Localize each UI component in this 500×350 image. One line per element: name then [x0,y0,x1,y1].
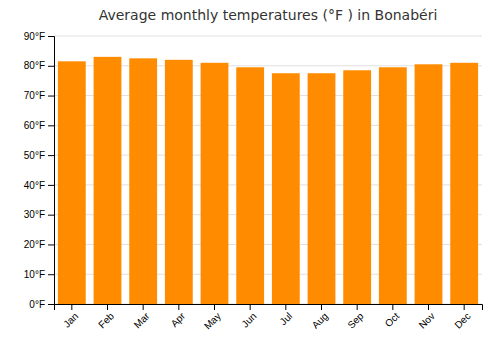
tick-mark [48,96,54,97]
y-axis: 0°F 10°F 20°F 30°F 40°F 50°F 60°F 70°F 80°F 90°F [24,31,55,310]
tick-mark [48,185,54,186]
tick: Mar [132,304,152,330]
tick: Oct [383,304,402,329]
tick-mark [71,304,72,310]
tick: Apr [169,304,188,329]
axis-line [55,305,483,311]
bar [415,64,443,304]
tick: 10°F [24,269,54,280]
tick-mark [321,304,322,310]
tick-mark [48,274,54,275]
axis-line [48,37,55,305]
tick-mark [48,125,54,126]
tick: 90°F [24,31,54,42]
tick: 20°F [24,239,54,250]
tick: Nov [417,304,437,331]
tick-label: Dec [452,310,472,330]
tick-mark [357,304,358,310]
tick-label: May [202,310,223,331]
bar [165,60,193,304]
tick-mark [285,304,286,310]
bars [58,57,478,304]
tick-label: Apr [169,310,188,329]
tick: Jun [239,304,258,330]
grid [54,36,482,304]
bar [272,73,300,304]
tick-mark [250,304,251,310]
tick-mark [48,304,54,305]
tick-mark [392,304,393,310]
tick-mark [48,244,54,245]
tick: Aug [310,304,330,331]
bar [201,63,229,304]
bar [379,67,407,304]
tick-mark [107,304,108,310]
chart: 0°F 10°F 20°F 30°F 40°F 50°F 60°F 70°F 80°F 90°F J… [0,0,500,350]
tick: Feb [96,304,116,330]
tick-label: 10°F [24,269,45,280]
bar [58,61,86,304]
tick-label: Sep [345,310,366,331]
tick: 80°F [24,60,54,71]
tick-label: 60°F [24,120,45,131]
tick: Jan [61,304,80,330]
tick-label: Oct [383,310,402,329]
tick: Dec [452,304,472,331]
plot: 0°F 10°F 20°F 30°F 40°F 50°F 60°F 70°F 80°F 90°F J… [24,31,483,332]
title: Average monthly temperatures (°F ) in Bo… [99,7,438,23]
bar [129,58,157,304]
tick: 50°F [24,150,54,161]
bar [236,67,264,304]
tick-mark [428,304,429,310]
tick-mark [48,36,54,37]
tick-label: 0°F [29,299,45,310]
tick-label: 30°F [24,209,45,220]
grid-line [54,36,482,37]
tick-label: 50°F [24,150,45,161]
tick: Sep [345,304,366,331]
tick-label: 70°F [24,90,45,101]
tick-mark [48,215,54,216]
tick: 70°F [24,90,54,101]
tick-label: Jul [277,310,294,327]
tick: May [202,304,223,332]
tick-label: 20°F [24,239,45,250]
tick: 30°F [24,209,54,220]
tick-mark [143,304,144,310]
tick-label: Jan [61,310,80,329]
tick-mark [464,304,465,310]
x-axis: Jan Feb Mar Apr May Jun Jul Aug Sep Oct Nov Dec [55,304,483,332]
bar [308,73,336,304]
tick-label: Feb [96,310,116,330]
tick-label: 40°F [24,180,45,191]
tick-label: Mar [132,310,152,330]
tick-mark [48,155,54,156]
bar [343,70,371,304]
tick-label: Jun [239,310,258,329]
tick-label: 80°F [24,60,45,71]
tick: 60°F [24,120,54,131]
tick: Jul [277,304,294,327]
tick-label: 90°F [24,31,45,42]
tick-mark [214,304,215,310]
tick: 0°F [29,299,54,310]
tick-label: Aug [310,310,330,330]
tick: 40°F [24,180,54,191]
tick-mark [178,304,179,310]
tick-mark [48,66,54,67]
bar [94,57,122,304]
bar [450,63,478,304]
tick-label: Nov [417,310,437,330]
